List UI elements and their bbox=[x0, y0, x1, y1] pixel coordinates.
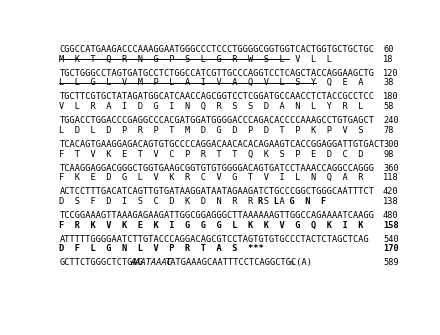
Text: GCTTCTGGGCTCTGAG: GCTTCTGGGCTCTGAG bbox=[59, 258, 143, 267]
Text: 420: 420 bbox=[383, 187, 399, 196]
Text: F  K  E  D  G  L  V  K  R  C  V  G  T  V  I  L  N  Q  A  R: F K E D G L V K R C V G T V I L N Q A R bbox=[59, 173, 364, 182]
Text: 180: 180 bbox=[383, 92, 399, 101]
Text: 540: 540 bbox=[383, 235, 399, 244]
Text: 360: 360 bbox=[383, 163, 399, 173]
Text: R  L  G  N  F: R L G N F bbox=[258, 197, 326, 206]
Text: D  F  L  G  N  L  V  P  R  T  A  S  ***: D F L G N L V P R T A S *** bbox=[59, 245, 264, 254]
Text: F  T  V  K  E  T  V  C  P  R  T  T  Q  K  S  P  E  D  C  D: F T V K E T V C P R T T Q K S P E D C D bbox=[59, 149, 364, 158]
Text: 78: 78 bbox=[383, 126, 393, 135]
Text: V  L  R  A  I  D  G  I  N  Q  R  S  S  D  A  N  L  Y  R  L: V L R A I D G I N Q R S S D A N L Y R L bbox=[59, 102, 364, 111]
Text: TGCTGGGCCTAGTGATGCCTCTGGCCATCGTTGCCCAGGTCCTCAGCTACCAGGAAGCTG: TGCTGGGCCTAGTGATGCCTCTGGCCATCGTTGCCCAGGT… bbox=[59, 69, 374, 78]
Text: 118: 118 bbox=[383, 173, 399, 182]
Text: M  K  T  Q  R  N  G  P  S  L  G  R  W  S  L  V  L  L: M K T Q R N G P S L G R W S L V L L bbox=[59, 55, 333, 64]
Text: 138: 138 bbox=[383, 197, 399, 206]
Text: 60: 60 bbox=[383, 45, 393, 54]
Text: TCCGGAAAGTTAAAGAGAAGATTGGCGGAGGGCTTAAAAAAGTTGGCCAGAAAATCAAGG: TCCGGAAAGTTAAAGAGAAGATTGGCGGAGGGCTTAAAAA… bbox=[59, 211, 374, 220]
Text: 120: 120 bbox=[383, 69, 399, 78]
Text: TCACAGTGAAGGAGACAGTGTGCCCCAGGACAACACACAGAAGTCACCGGAGGATTGTGACT: TCACAGTGAAGGAGACAGTGTGCCCCAGGACAACACACAG… bbox=[59, 140, 385, 149]
Text: 98: 98 bbox=[383, 149, 393, 158]
Text: 589: 589 bbox=[383, 258, 399, 267]
Text: F  R  K  V  K  E  K  I  G  G  G  L  K  K  V  G  Q  K  I  K: F R K V K E K I G G G L K K V G Q K I K bbox=[59, 221, 364, 230]
Text: ACTCCTTTGACATCAGTTGTGATAAGGATAATAGAAGATCTGCCCGGCTGGGCAATTTCT: ACTCCTTTGACATCAGTTGTGATAAGGATAATAGAAGATC… bbox=[59, 187, 374, 196]
Text: 170: 170 bbox=[383, 245, 399, 254]
Text: 18: 18 bbox=[383, 55, 393, 64]
Text: 300: 300 bbox=[383, 140, 399, 149]
Text: 58: 58 bbox=[383, 102, 393, 111]
Text: TATGAAAGCAATTTCCTCAGGCTGC(A): TATGAAAGCAATTTCCTCAGGCTGC(A) bbox=[165, 258, 312, 267]
Text: 480: 480 bbox=[383, 211, 399, 220]
Text: CGGCCATGAAGACCCAAAGGAATGGGCCCTCCCTGGGGCGGTGGTCACTGGTGCTGCTGC: CGGCCATGAAGACCCAAAGGAATGGGCCCTCCCTGGGGCG… bbox=[59, 45, 374, 54]
Text: ATTTTTGGGGAATCTTGTACCCAGGACAGCGTCCTAGTGTGTGCCCTACTCTAGCTCAG: ATTTTTGGGGAATCTTGTACCCAGGACAGCGTCCTAGTGT… bbox=[59, 235, 369, 244]
Text: TCAAGGAGGACGGGCTGGTGAAGCGGTGTGTGGGGACAGTGATCCTAAACCAGGCCAGGG: TCAAGGAGGACGGGCTGGTGAAGCGGTGTGTGGGGACAGT… bbox=[59, 163, 374, 173]
Text: n: n bbox=[289, 261, 293, 266]
Text: L  L  G  L  V  M  P  L  A  I  V  A  Q  V  L  S  Y  Q  E  A: L L G L V M P L A I V A Q V L S Y Q E A bbox=[59, 78, 364, 87]
Text: TGGACCTGGACCCGAGGCCCACGATGGATGGGGACCCAGACACCCCAAAGCCTGTGAGCT: TGGACCTGGACCCGAGGCCCACGATGGATGGGGACCCAGA… bbox=[59, 116, 374, 125]
Text: TGCTTCGTGCTATAGATGGCATCAACCAGCGGTCCTCGGATGCCAACCTCTACCGCCTCC: TGCTTCGTGCTATAGATGGCATCAACCAGCGGTCCTCGGA… bbox=[59, 92, 374, 101]
Text: AAATAAAC: AAATAAAC bbox=[130, 258, 172, 267]
Text: L  D  L  D  P  R  P  T  M  D  G  D  P  D  T  P  K  P  V  S: L D L D P R P T M D G D P D T P K P V S bbox=[59, 126, 364, 135]
Text: 158: 158 bbox=[383, 221, 399, 230]
Text: 240: 240 bbox=[383, 116, 399, 125]
Text: D  S  F  D  I  S  C  D  K  D  N  R  R  S  A: D S F D I S C D K D N R R S A bbox=[59, 197, 296, 206]
Text: 38: 38 bbox=[383, 78, 393, 87]
